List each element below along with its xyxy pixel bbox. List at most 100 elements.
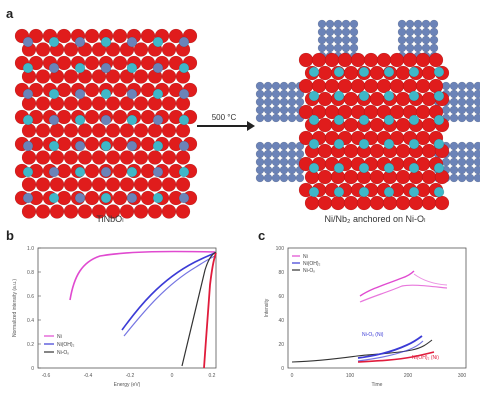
support-atom	[287, 141, 297, 151]
metal-atom	[100, 114, 112, 126]
panel-c-curve-niox	[357, 351, 435, 363]
support-atom	[287, 97, 297, 107]
panel-c-ytick-3: 40	[278, 318, 284, 324]
metal-atom	[383, 90, 395, 102]
metal-atom	[152, 166, 164, 178]
support-atom	[457, 113, 467, 123]
metal-atom	[126, 192, 138, 204]
oxygen-atom	[369, 65, 385, 81]
oxygen-atom	[161, 96, 177, 111]
metal-atom	[48, 192, 60, 204]
metal-atom	[308, 114, 320, 126]
support-atom	[295, 97, 305, 107]
metal-atom	[178, 166, 190, 178]
oxygen-atom	[356, 195, 372, 211]
oxygen-atom	[119, 123, 135, 138]
panel-c-label: c	[258, 228, 266, 243]
support-atom	[263, 97, 273, 107]
oxygen-atom	[56, 109, 72, 125]
metal-atom	[358, 90, 370, 102]
support-atom	[465, 173, 475, 183]
support-atom	[465, 113, 475, 123]
left-crystal-structure	[14, 28, 198, 219]
support-atom	[271, 165, 281, 175]
oxygen-atom	[84, 190, 100, 206]
metal-atom	[22, 140, 34, 152]
support-atom	[397, 43, 407, 53]
metal-atom	[178, 140, 190, 152]
metal-atom	[126, 140, 138, 152]
metal-atom	[48, 62, 60, 74]
support-atom	[429, 35, 439, 45]
oxygen-atom	[133, 96, 149, 111]
support-atom	[263, 157, 273, 167]
oxygen-atom	[298, 52, 314, 68]
panel-b-ytick-2: 0.6	[27, 294, 34, 300]
panel-b-legend-2: Ni-Oₓ	[57, 350, 69, 356]
support-atom	[473, 157, 480, 167]
oxygen-atom	[35, 42, 51, 57]
support-atom	[449, 97, 459, 107]
oxygen-atom	[311, 52, 327, 68]
support-atom	[465, 165, 475, 175]
oxygen-atom	[21, 204, 37, 219]
panel-b-legend-0: Ni	[57, 334, 62, 340]
support-atom	[263, 89, 273, 99]
support-atom	[457, 89, 467, 99]
metal-atom	[333, 90, 345, 102]
oxygen-atom	[317, 195, 333, 211]
support-atom	[317, 35, 327, 45]
metal-atom	[333, 162, 345, 174]
support-atom	[465, 105, 475, 115]
panel-c-chart: 100 80 60 40 20 0 0 100 200 300 Time Int…	[264, 246, 467, 388]
oxygen-atom	[161, 123, 177, 138]
oxygen-atom	[140, 136, 156, 152]
panel-c-curve-nioh2-b	[357, 340, 424, 362]
oxygen-atom	[112, 163, 128, 179]
metal-atom	[358, 114, 370, 126]
support-atom	[271, 113, 281, 123]
support-atom	[441, 157, 451, 167]
oxygen-atom	[395, 195, 411, 211]
support-atom	[255, 149, 265, 159]
oxygen-atom	[91, 123, 107, 138]
panel-b-ytick-5: 0	[31, 366, 34, 372]
oxygen-atom	[343, 117, 359, 133]
support-atom	[473, 97, 480, 107]
oxygen-atom	[147, 150, 163, 165]
support-atom	[473, 105, 480, 115]
support-atom	[457, 81, 467, 91]
oxygen-atom	[369, 117, 385, 133]
support-atom	[325, 43, 335, 53]
support-atom	[421, 27, 431, 37]
panel-b-legend: Ni Ni(OH)₂ Ni-Oₓ	[44, 334, 75, 356]
oxygen-atom	[35, 123, 51, 138]
oxygen-atom	[421, 195, 437, 211]
oxygen-atom	[324, 78, 340, 94]
panel-c-legend: Ni Ni(OH)₂ Ni-Oₓ	[292, 254, 321, 274]
support-atom	[325, 27, 335, 37]
metal-atom	[22, 166, 34, 178]
metal-atom	[100, 192, 112, 204]
oxygen-atom	[63, 96, 79, 111]
oxygen-atom	[133, 69, 149, 84]
metal-atom	[408, 114, 420, 126]
oxygen-atom	[112, 136, 128, 152]
metal-atom	[308, 162, 320, 174]
support-atom	[429, 27, 439, 37]
oxygen-atom	[389, 52, 405, 68]
support-atom	[441, 105, 451, 115]
support-atom	[263, 141, 273, 151]
support-atom	[255, 141, 265, 151]
panel-b-xtick-3: 0	[171, 373, 174, 379]
oxygen-atom	[175, 204, 191, 219]
support-atom	[449, 89, 459, 99]
oxygen-atom	[161, 150, 177, 165]
metal-atom	[74, 192, 86, 204]
panel-b-curve-nioh2-upper	[121, 252, 216, 331]
panel-c-xtick-3: 300	[458, 373, 467, 379]
oxygen-atom	[317, 117, 333, 133]
panel-c-ytick-4: 20	[278, 342, 284, 348]
oxygen-atom	[35, 177, 51, 192]
support-atom	[465, 81, 475, 91]
